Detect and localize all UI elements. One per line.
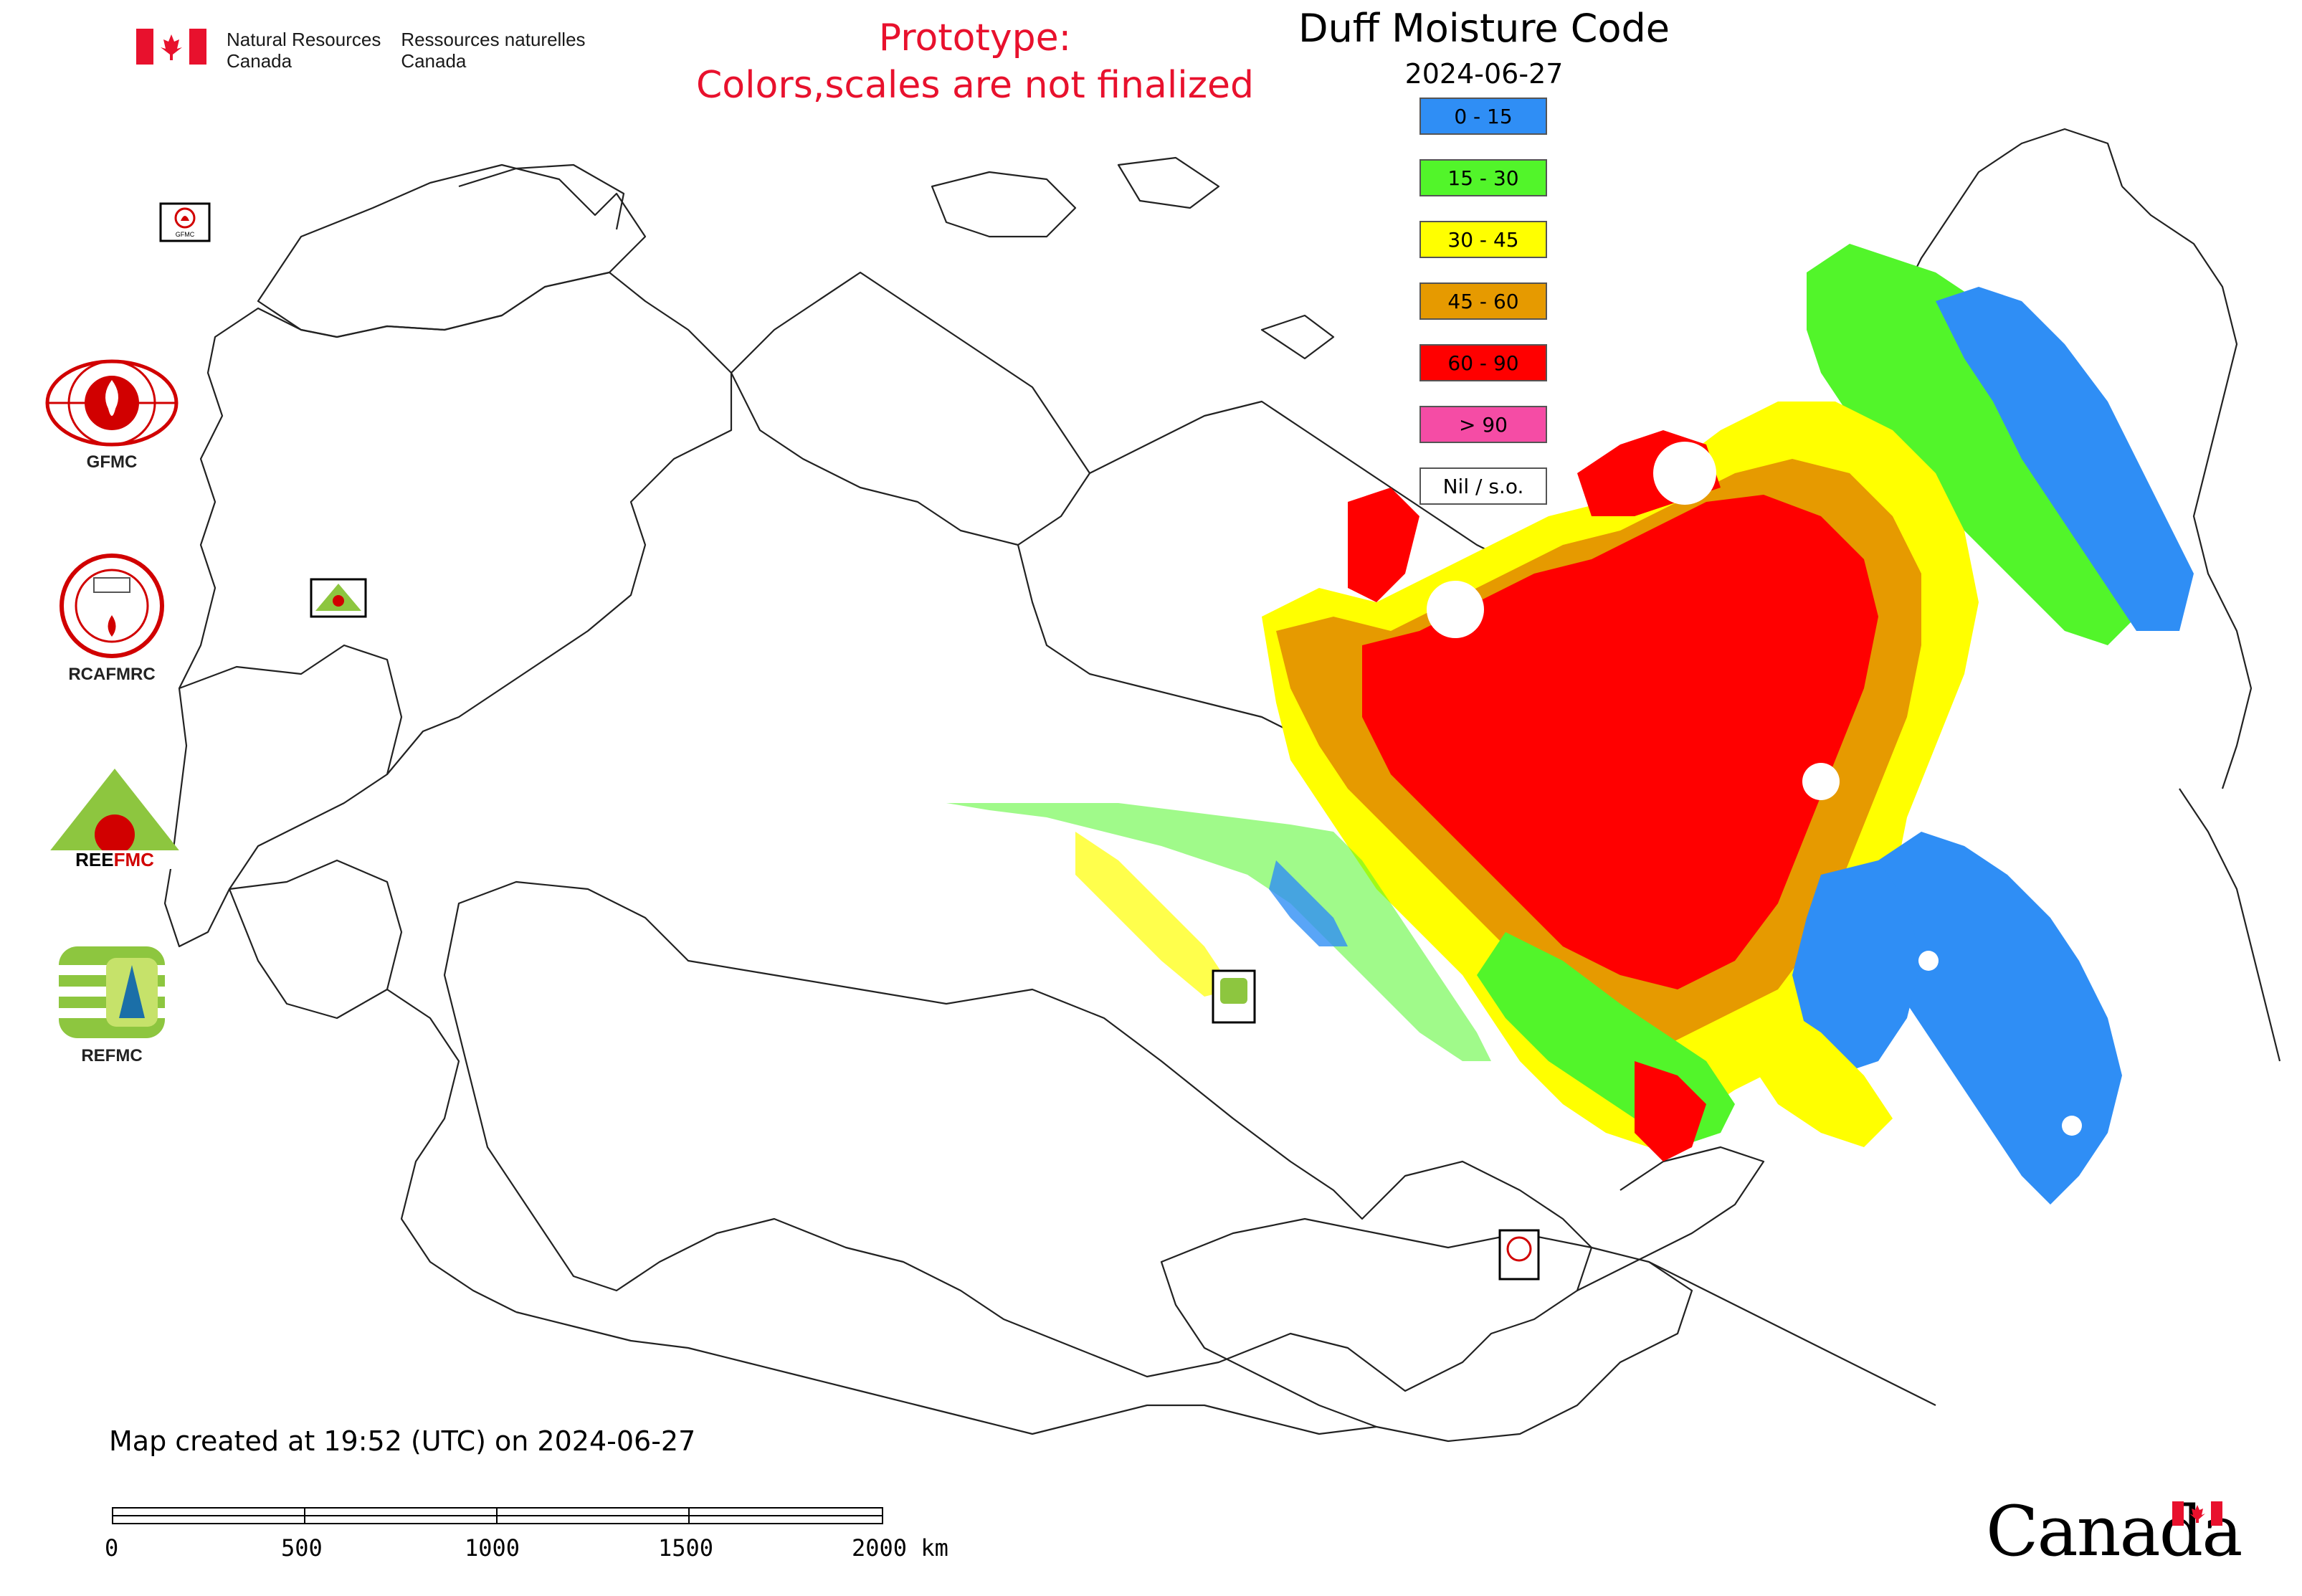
logo-refmc: REFMC [54, 944, 169, 1066]
gov-header: Natural Resources Canada Ressources natu… [136, 29, 586, 72]
prototype-notice-line2: Colors,scales are not finalized [695, 64, 1255, 107]
map-created-note: Map created at 19:52 (UTC) on 2024-06-27 [109, 1425, 696, 1457]
logo-gfmc: GFMC [40, 358, 184, 472]
gov-name-en-line2: Canada [227, 50, 292, 72]
gov-name-en-line1: Natural Resources [227, 29, 381, 50]
outline-caucasus [386, 989, 517, 1313]
legend-item-0: 0 - 15 [1419, 98, 1547, 135]
region-60-90-core [1362, 495, 1878, 989]
logo-rcafmrc-label: RCAFMRC [68, 665, 156, 684]
legend-item-3: 45 - 60 [1419, 282, 1547, 320]
outline-franz-josef [1117, 156, 1220, 209]
nil-gap-5 [2062, 1116, 2082, 1136]
region-60-90-yamal [1348, 488, 1419, 602]
canada-wordmark: Canada [1986, 1491, 2242, 1572]
outline-mongolia [1160, 1217, 1693, 1443]
marker-reefmc[interactable] [310, 578, 367, 618]
boundaries [163, 128, 2281, 1443]
outline-yamal [730, 271, 1091, 546]
region-0-15-amur [1792, 860, 1921, 1075]
gfmc-emblem-icon [45, 359, 179, 447]
region-0-15-kamchatka [1936, 287, 2194, 631]
scale-tick-2000: 2000 km [852, 1534, 948, 1562]
legend-item-5: > 90 [1419, 406, 1547, 443]
marker-gfmc-label: GFMC [176, 231, 195, 238]
legend: 0 - 15 15 - 30 30 - 45 45 - 60 60 - 90 > 90 Ni… [1419, 98, 1547, 529]
region-30-45-band [1075, 832, 1233, 997]
map-title: Duff Moisture Code [1298, 6, 1670, 51]
outline-central-asia [515, 1311, 1377, 1435]
nil-gap-3 [1802, 763, 1840, 800]
nil-gap-1 [1653, 442, 1716, 505]
wordmark-flag-icon [2172, 1501, 2222, 1526]
outline-kola [458, 163, 625, 230]
map-markers: GFMC [159, 202, 1540, 1281]
legend-item-2: 30 - 45 [1419, 221, 1547, 258]
outline-baltic [179, 644, 403, 775]
outline-novaya-zemlya [931, 171, 1077, 238]
gov-name-fr-line2: Canada [401, 50, 467, 72]
nil-gap-2 [1427, 581, 1484, 638]
gov-name-en: Natural Resources Canada [227, 29, 381, 72]
logo-gfmc-label: GFMC [86, 452, 138, 472]
nil-gap-4 [1918, 951, 1939, 971]
marker-gfmc[interactable]: GFMC [159, 202, 211, 242]
map-date: 2024-06-27 [1404, 58, 1564, 90]
outline-severnaya [1260, 314, 1335, 360]
outline-china-border [1648, 1261, 1936, 1406]
prototype-notice-line1: Prototype: [878, 16, 1072, 60]
outline-ukraine [228, 859, 403, 1020]
region-15-30-band [946, 803, 1491, 1061]
rcafmrc-emblem-icon [60, 554, 164, 658]
prototype-notice: Prototype: Colors,scales are not finaliz… [674, 14, 1276, 109]
refmc-emblem-icon [59, 946, 165, 1038]
marker-refmc[interactable] [1212, 969, 1256, 1024]
outline-scandinavia [257, 163, 647, 338]
scale-midline [112, 1515, 883, 1516]
outline-west-russia [163, 271, 733, 948]
gov-name-fr-line1: Ressources naturelles [401, 29, 586, 50]
region-60-90-southeast [1635, 1061, 1706, 1162]
svg-text:REEFMC: REEFMC [75, 849, 154, 870]
legend-item-1: 15 - 30 [1419, 159, 1547, 196]
dmc-raster [946, 244, 2194, 1205]
scale-tick-500: 500 [281, 1534, 323, 1562]
scale-bar [112, 1507, 883, 1527]
outline-kuriles [2179, 788, 2281, 1062]
outline-china-ne [1576, 1146, 1765, 1291]
region-15-30-north [1807, 244, 2151, 645]
logo-reefmc: REEFMC [37, 766, 192, 878]
gov-name-fr: Ressources naturelles Canada [401, 29, 585, 72]
marker-rcafmrc[interactable] [1498, 1229, 1540, 1281]
region-30-45-amur-fringe [1749, 1004, 1893, 1147]
region-0-15-sakhalin [1878, 832, 2122, 1205]
canada-flag-icon [136, 29, 206, 65]
logo-rcafmrc: RCAFMRC [54, 552, 169, 685]
scale-tick-1000: 1000 [465, 1534, 520, 1562]
outline-kazakhstan [443, 880, 1593, 1392]
legend-item-6: Nil / s.o. [1419, 467, 1547, 505]
reefmc-emblem-icon: REEFMC [37, 769, 192, 870]
scale-tick-0: 0 [105, 1534, 119, 1562]
outline-kamchatka [2121, 186, 2253, 789]
region-0-15-band [1269, 860, 1348, 946]
scale-tick-1500: 1500 [658, 1534, 714, 1562]
logo-refmc-label: REFMC [81, 1046, 143, 1065]
legend-item-4: 60 - 90 [1419, 344, 1547, 381]
